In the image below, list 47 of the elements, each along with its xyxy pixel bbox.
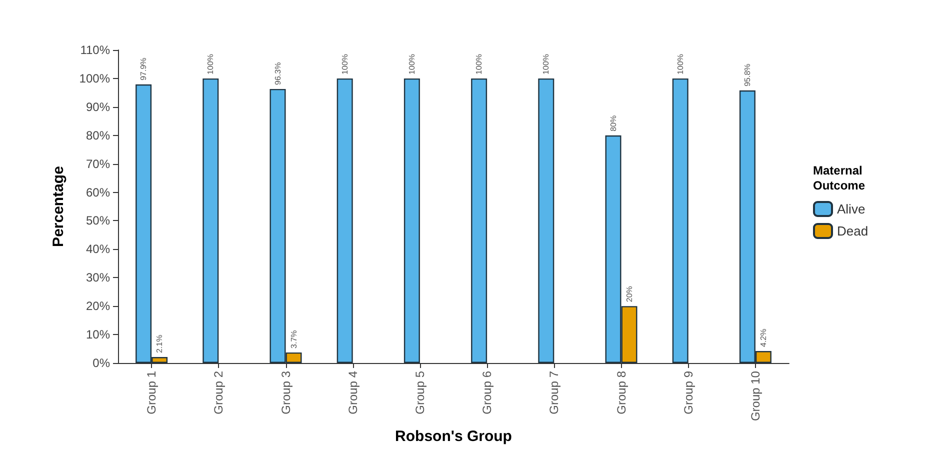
y-tick-label: 10% bbox=[86, 328, 110, 342]
x-tick-label: Group 5 bbox=[412, 370, 427, 414]
x-tick-label: Group 3 bbox=[278, 370, 293, 414]
y-tick-label: 70% bbox=[86, 156, 110, 171]
data-label: 3.7% bbox=[289, 330, 298, 348]
bar bbox=[471, 78, 488, 363]
y-tick-label: 20% bbox=[86, 299, 110, 314]
y-tick-label: 0% bbox=[92, 356, 110, 370]
data-label: 100% bbox=[676, 54, 685, 74]
y-tick-label: 40% bbox=[86, 242, 110, 256]
data-label: 95.8% bbox=[742, 64, 752, 86]
legend-label: Dead bbox=[837, 224, 868, 238]
bar bbox=[202, 78, 219, 363]
x-tick-label: Group 7 bbox=[547, 370, 562, 414]
y-tick-label: 90% bbox=[86, 100, 110, 114]
data-label: 100% bbox=[542, 54, 551, 74]
data-label: 100% bbox=[206, 54, 216, 74]
data-label: 4.2% bbox=[758, 328, 768, 348]
data-label: 97.9% bbox=[139, 58, 148, 80]
data-label: 96.3% bbox=[273, 62, 282, 85]
x-tick-label: Group 8 bbox=[614, 370, 628, 414]
legend-label: Alive bbox=[837, 202, 866, 216]
legend-title: Maternal Outcome bbox=[813, 164, 866, 192]
x-tick-label: Group 4 bbox=[346, 370, 360, 414]
y-tick-label: 50% bbox=[86, 214, 110, 228]
x-tick-label: Group 6 bbox=[480, 370, 494, 414]
data-label: 20% bbox=[624, 286, 634, 302]
bar bbox=[404, 78, 420, 363]
bar bbox=[538, 78, 554, 363]
y-tick-label: 60% bbox=[86, 185, 110, 200]
x-tick-label: Group 10 bbox=[748, 370, 762, 422]
x-axis-title: Robson's Group bbox=[395, 428, 512, 445]
y-tick-label: 110% bbox=[80, 43, 110, 57]
data-label: 80% bbox=[608, 115, 618, 132]
x-tick-label: Group 1 bbox=[144, 370, 159, 414]
data-label: 100% bbox=[474, 54, 484, 74]
data-label: 2.1% bbox=[155, 334, 164, 354]
bar bbox=[672, 78, 688, 363]
x-tick-label: Group 2 bbox=[212, 370, 226, 414]
bar bbox=[336, 78, 353, 363]
data-label: 100% bbox=[340, 54, 350, 74]
y-tick-label: 100% bbox=[79, 71, 110, 86]
y-tick-label: 30% bbox=[86, 270, 110, 285]
y-tick-label: 80% bbox=[86, 128, 110, 142]
y-axis-title: Percentage bbox=[50, 166, 67, 247]
x-tick-label: Group 9 bbox=[681, 370, 696, 414]
data-label: 100% bbox=[407, 54, 416, 74]
